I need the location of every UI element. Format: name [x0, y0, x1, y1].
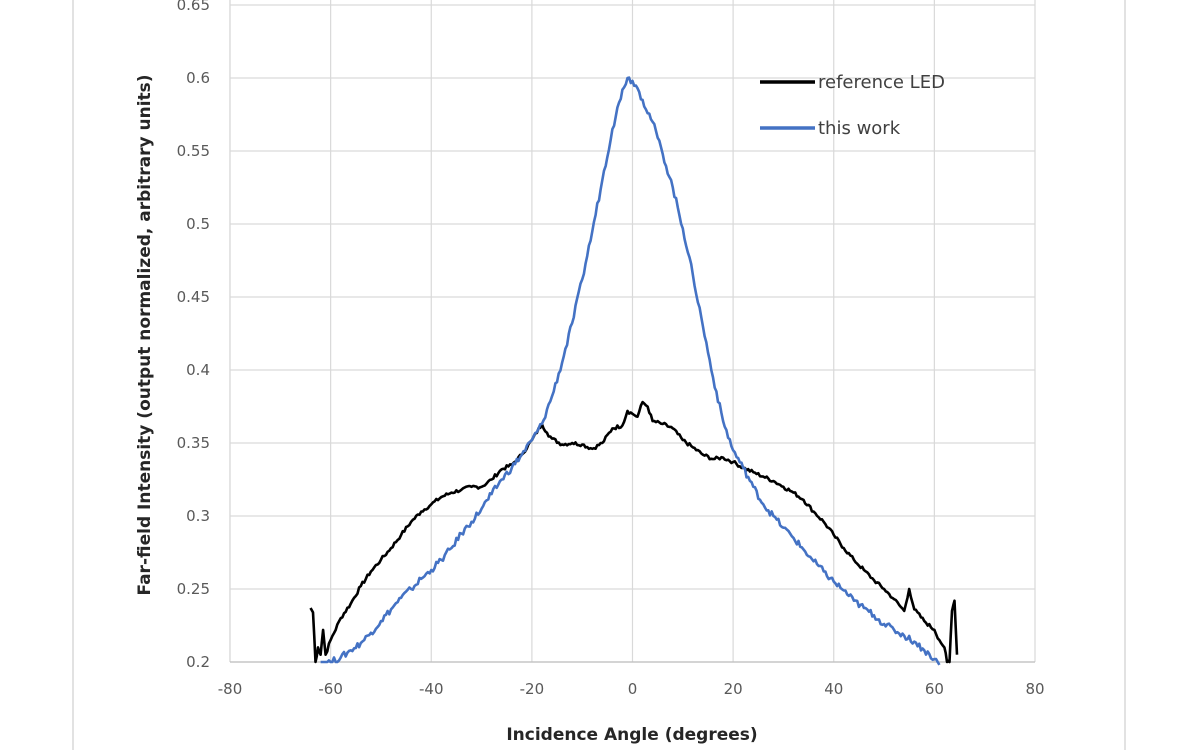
series-lines [309, 76, 959, 666]
x-tick-labels: -80 -60 -40 -20 0 20 40 60 80 [218, 680, 1045, 698]
y-tick-label: 0.65 [177, 0, 210, 14]
x-tick-label: 0 [628, 680, 638, 698]
legend-label-reference-led: reference LED [818, 72, 945, 93]
y-tick-label: 0.25 [177, 580, 210, 598]
series-line-reference-led [309, 400, 959, 664]
x-tick-label: 40 [824, 680, 843, 698]
x-tick-label: 80 [1025, 680, 1044, 698]
x-axis-title: Incidence Angle (degrees) [506, 725, 757, 745]
y-tick-label: 0.2 [186, 653, 210, 671]
y-tick-label: 0.3 [186, 507, 210, 525]
x-tick-label: -20 [520, 680, 545, 698]
y-tick-label: 0.5 [186, 215, 210, 233]
legend: reference LED this work [760, 72, 945, 139]
x-tick-label: 60 [925, 680, 944, 698]
legend-label-this-work: this work [818, 118, 901, 139]
y-tick-label: 0.6 [186, 69, 210, 87]
y-tick-label: 0.35 [177, 434, 210, 452]
y-tick-labels: 0.2 0.25 0.3 0.35 0.4 0.45 0.5 0.55 0.6 0.65 [177, 0, 210, 671]
y-tick-label: 0.55 [177, 142, 210, 160]
y-tick-label: 0.4 [186, 361, 210, 379]
plot-area-border [229, 0, 1035, 663]
series-line-this-work [320, 76, 941, 666]
grid [229, 0, 1036, 663]
x-tick-label: -60 [318, 680, 343, 698]
y-axis-title: Far-field Intensity (output normalized, … [135, 74, 155, 595]
x-tick-label: -40 [419, 680, 444, 698]
x-tick-label: -80 [218, 680, 243, 698]
x-tick-label: 20 [724, 680, 743, 698]
y-tick-label: 0.45 [177, 288, 210, 306]
